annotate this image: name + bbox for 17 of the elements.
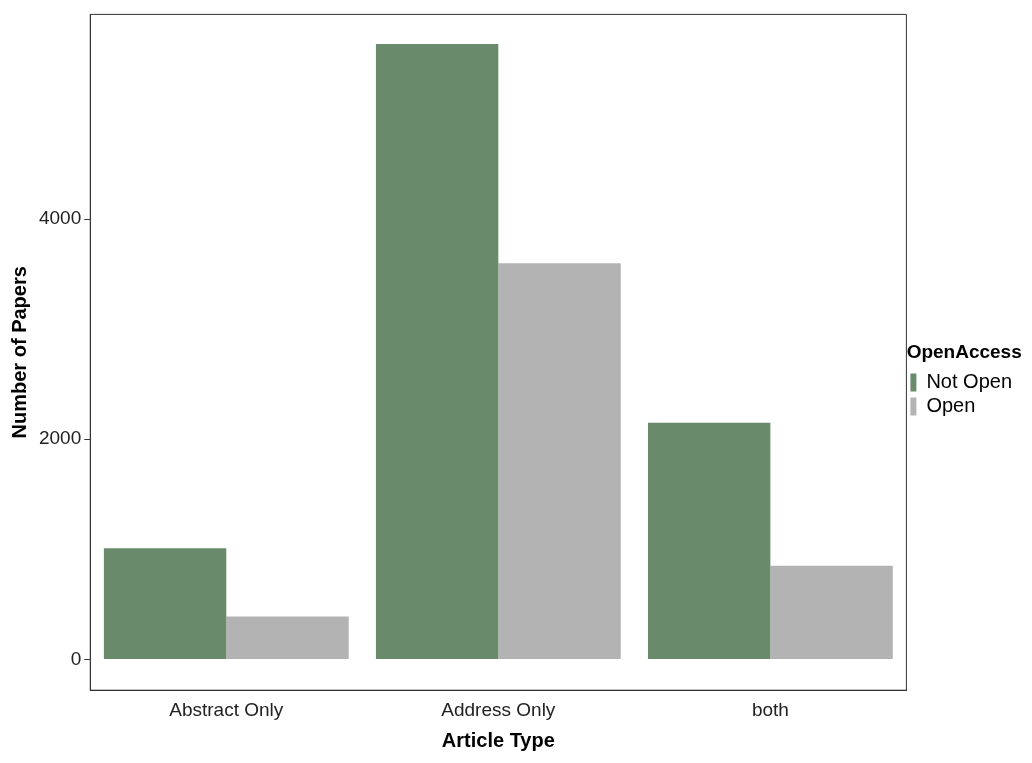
bar bbox=[226, 616, 349, 659]
x-tick-label: both bbox=[751, 698, 789, 720]
bar bbox=[103, 548, 227, 659]
bar bbox=[498, 263, 621, 659]
x-axis-title: Article Type bbox=[441, 728, 555, 751]
x-tick-label: Address Only bbox=[441, 698, 556, 720]
bar bbox=[375, 44, 499, 659]
bar bbox=[770, 565, 893, 659]
legend-title: OpenAccess bbox=[906, 341, 1022, 363]
y-tick-label: 0 bbox=[70, 647, 82, 669]
y-axis-title: Number of Papers bbox=[7, 266, 30, 439]
legend-label: Not Open bbox=[926, 369, 1012, 392]
y-tick-label: 4000 bbox=[38, 207, 82, 229]
bar bbox=[647, 422, 771, 659]
x-tick-label: Abstract Only bbox=[169, 698, 284, 720]
legend-label: Open bbox=[926, 393, 976, 416]
y-tick-label: 2000 bbox=[38, 427, 82, 449]
